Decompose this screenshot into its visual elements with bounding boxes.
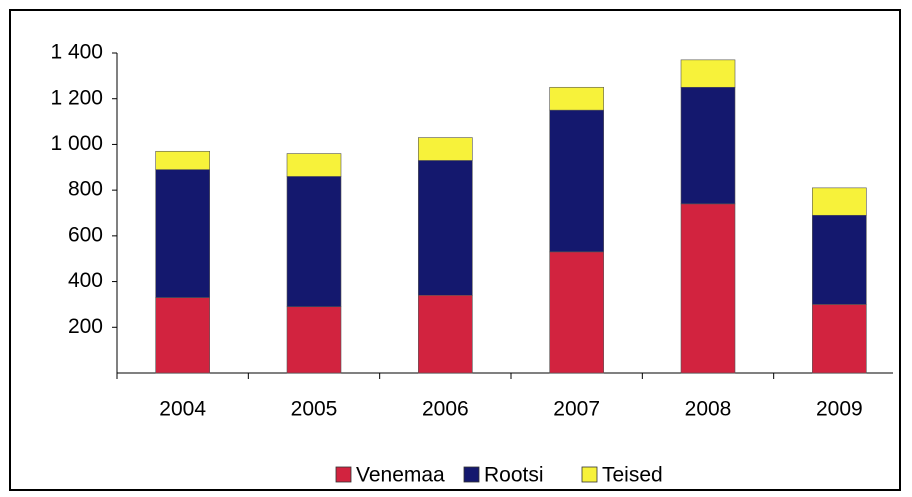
y-tick-label: 1 200 bbox=[50, 86, 103, 109]
bar-segment bbox=[680, 59, 736, 88]
x-tick-label: 2009 bbox=[816, 398, 863, 421]
x-tick-label: 2008 bbox=[685, 398, 732, 421]
legend-label: Teised bbox=[602, 464, 663, 487]
bar-segment bbox=[418, 294, 473, 374]
bar-segment bbox=[680, 86, 736, 205]
legend-label: Rootsi bbox=[484, 464, 544, 487]
bar-segment bbox=[286, 306, 342, 374]
x-tick-label: 2006 bbox=[422, 398, 469, 421]
legend-swatch bbox=[581, 466, 598, 483]
bar-segment bbox=[155, 297, 210, 374]
bar-segment bbox=[812, 214, 867, 305]
bar-segment bbox=[286, 153, 342, 177]
y-tick-label: 200 bbox=[68, 315, 103, 338]
bar-segment bbox=[155, 150, 210, 170]
y-tick-label: 1 400 bbox=[50, 41, 103, 64]
y-tick-label: 800 bbox=[68, 178, 103, 201]
bar-segment bbox=[418, 137, 473, 161]
x-tick-label: 2007 bbox=[553, 398, 600, 421]
bar-segment bbox=[418, 160, 473, 296]
bar-segment bbox=[680, 203, 736, 374]
bar-segment bbox=[549, 86, 604, 111]
y-tick-label: 400 bbox=[68, 269, 103, 292]
y-tick-label: 1 000 bbox=[50, 132, 103, 155]
bar-segment bbox=[549, 109, 604, 253]
bar-segment bbox=[812, 304, 867, 374]
y-tick-label: 600 bbox=[68, 223, 103, 246]
bar-segment bbox=[549, 251, 604, 374]
legend-swatch bbox=[463, 466, 480, 483]
x-tick-label: 2005 bbox=[291, 398, 338, 421]
bar-segment bbox=[812, 187, 867, 216]
x-tick-label: 2004 bbox=[159, 398, 206, 421]
legend-label: Venemaa bbox=[356, 464, 445, 487]
bar-segment bbox=[286, 176, 342, 308]
bar-segment bbox=[155, 169, 210, 298]
legend-swatch bbox=[335, 466, 352, 483]
